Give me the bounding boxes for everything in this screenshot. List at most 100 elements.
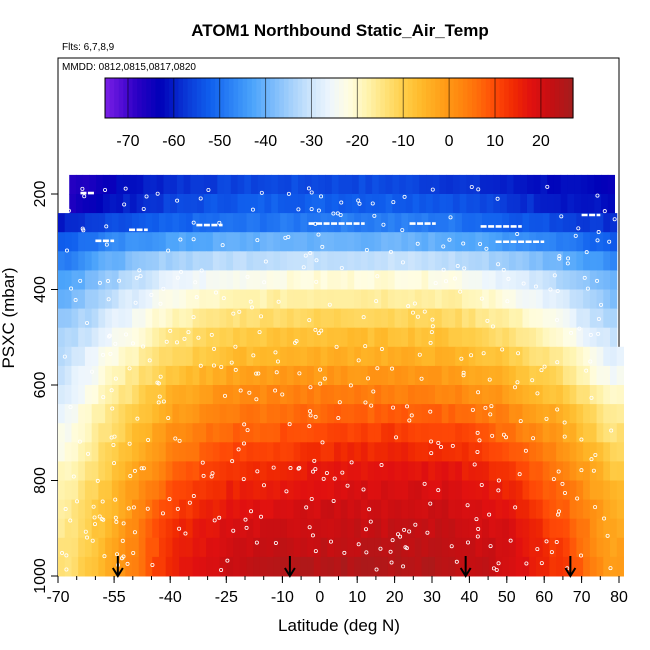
heatmap-cell: [280, 499, 288, 520]
heatmap-cell: [185, 404, 194, 424]
heatmap-cell: [549, 404, 557, 424]
observation-point: [479, 296, 484, 301]
heatmap-cell: [334, 404, 342, 424]
heatmap-cell: [515, 404, 524, 424]
observation-point: [219, 364, 224, 369]
heatmap-cell: [286, 404, 295, 424]
heatmap-cell: [522, 270, 530, 290]
observation-point: [71, 474, 76, 479]
heatmap-cell: [576, 518, 584, 539]
observation-point: [545, 184, 550, 189]
heatmap-cell: [192, 365, 200, 386]
observation-point: [109, 388, 114, 393]
heatmap-cell: [549, 346, 557, 367]
heatmap-cell: [226, 365, 234, 386]
heatmap-cell: [64, 423, 72, 443]
heatmap-cell: [212, 270, 221, 290]
heatmap-cell: [91, 499, 99, 520]
heatmap-cell: [165, 556, 173, 577]
heatmap-cell: [71, 270, 79, 290]
heatmap-cell: [239, 404, 247, 424]
heatmap-cell: [556, 480, 564, 501]
observation-point: [262, 280, 267, 285]
observation-point: [106, 297, 111, 302]
heatmap-cell: [549, 385, 557, 405]
heatmap-cell: [253, 423, 261, 443]
observation-point: [245, 428, 250, 433]
heatmap-cell: [212, 308, 221, 329]
observation-point: [287, 422, 292, 427]
heatmap-cell: [360, 556, 369, 577]
heatmap-cell: [354, 327, 362, 348]
heatmap-cell: [594, 194, 602, 214]
heatmap-cell: [587, 174, 595, 195]
heatmap-cell: [300, 461, 308, 481]
heatmap-cell: [179, 518, 187, 539]
heatmap-cell: [488, 289, 497, 310]
colorbar-swatch: [118, 78, 124, 118]
heatmap-cell: [385, 194, 393, 214]
heatmap-cell: [461, 385, 470, 405]
heatmap-cell: [495, 365, 503, 386]
heatmap-cell: [138, 518, 147, 539]
observation-point: [311, 469, 316, 474]
heatmap-cell: [408, 365, 416, 386]
heatmap-cell: [394, 537, 402, 558]
heatmap-cell: [340, 518, 348, 539]
heatmap-cell: [569, 423, 577, 443]
observation-point: [513, 385, 518, 390]
heatmap-cell: [414, 518, 423, 539]
observation-point: [313, 327, 318, 332]
heatmap-cell: [542, 556, 550, 577]
heatmap-cell: [529, 365, 537, 386]
heatmap-cell: [64, 365, 72, 386]
heatmap-cell: [387, 251, 396, 271]
heatmap-cell: [408, 537, 416, 558]
colorbar-swatch: [325, 78, 331, 118]
heatmap-cell: [307, 251, 315, 271]
observation-point: [501, 267, 506, 272]
heatmap-cell: [374, 480, 382, 501]
heatmap-cell: [414, 327, 423, 348]
observation-point: [422, 481, 427, 486]
observation-point: [104, 242, 109, 247]
heatmap-cell: [84, 404, 93, 424]
heatmap-cell: [145, 365, 153, 386]
heatmap-cell: [340, 232, 348, 252]
heatmap-cell: [286, 480, 295, 501]
colorbar-swatch: [187, 78, 193, 118]
heatmap-cell: [266, 404, 274, 424]
heatmap-cell: [185, 346, 194, 367]
colorbar-swatch: [371, 78, 377, 118]
heatmap-cell: [313, 251, 322, 271]
x-tick-label: 50: [498, 589, 516, 606]
heatmap-cell: [327, 251, 335, 271]
observation-point: [429, 330, 434, 335]
heatmap-cell: [253, 251, 261, 271]
heatmap-cell: [405, 194, 414, 214]
heatmap-cell: [610, 327, 618, 348]
heatmap-cell: [199, 251, 207, 271]
heatmap-cell: [219, 270, 227, 290]
heatmap-cell: [408, 289, 416, 310]
heatmap-cell: [71, 518, 79, 539]
heatmap-cell: [360, 423, 369, 443]
heatmap-cell: [192, 461, 200, 481]
heatmap-cell: [266, 537, 274, 558]
heatmap-cell: [132, 499, 140, 520]
heatmap-cell: [394, 442, 402, 462]
heatmap-cell: [394, 556, 402, 577]
heatmap-cell: [596, 480, 604, 501]
observation-point: [254, 371, 259, 376]
heatmap-cell: [259, 556, 268, 577]
heatmap-cell: [542, 480, 550, 501]
colorbar-swatch: [375, 78, 381, 118]
observation-point: [419, 376, 424, 381]
heatmap-cell: [145, 251, 153, 271]
heatmap-cell: [71, 404, 79, 424]
observation-point: [156, 400, 161, 405]
heatmap-cell: [327, 518, 335, 539]
colorbar-tick-label: -70: [116, 133, 139, 150]
x-tick-label: 10: [348, 589, 366, 606]
heatmap-cell: [327, 346, 335, 367]
